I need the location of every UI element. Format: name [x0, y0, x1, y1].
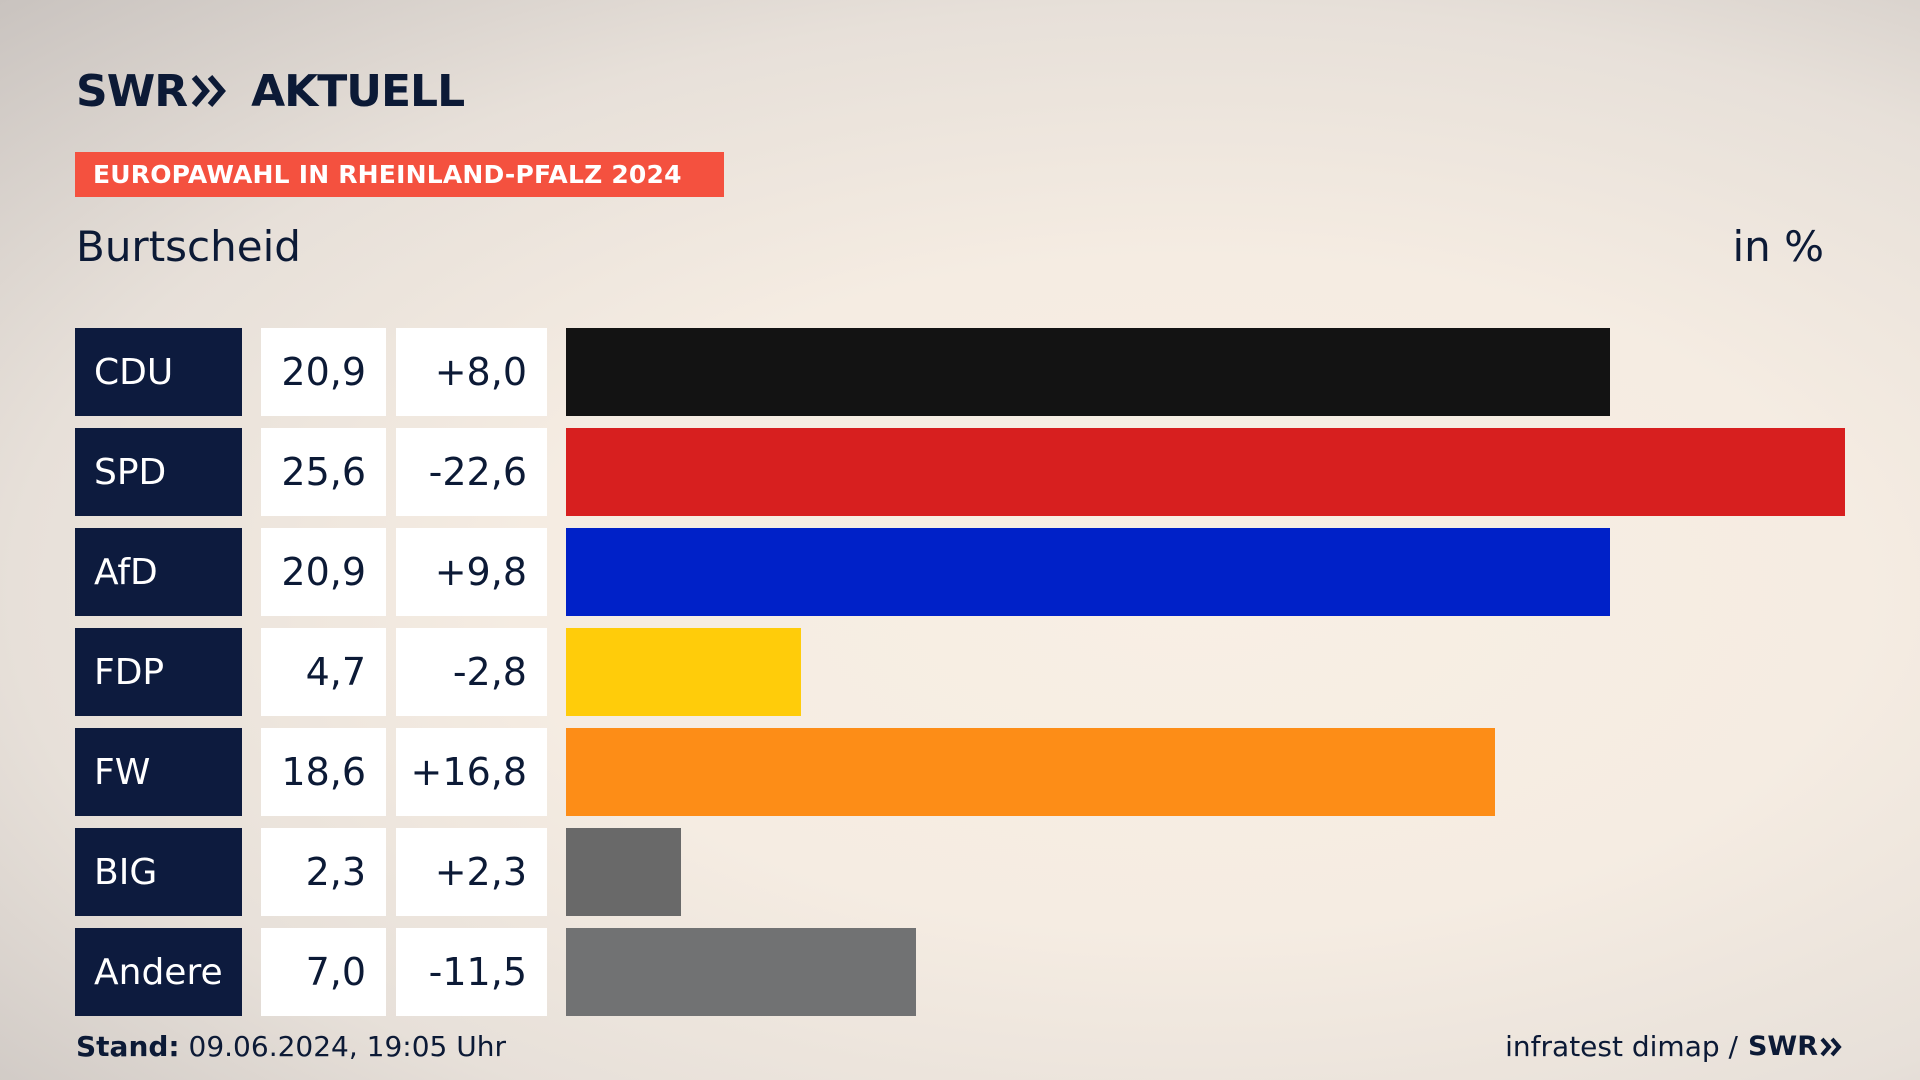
- change-value: -11,5: [396, 928, 547, 1016]
- change-value: -22,6: [396, 428, 547, 516]
- party-label: FW: [75, 728, 242, 816]
- share-value: 20,9: [261, 328, 386, 416]
- stand-label: Stand:: [76, 1030, 180, 1063]
- stand-value: 09.06.2024, 19:05 Uhr: [188, 1030, 506, 1063]
- timestamp: Stand: 09.06.2024, 19:05 Uhr: [76, 1030, 506, 1063]
- share-value: 7,0: [261, 928, 386, 1016]
- result-bar: [566, 528, 1610, 616]
- share-value: 18,6: [261, 728, 386, 816]
- change-value: +16,8: [396, 728, 547, 816]
- banner-text: EUROPAWAHL IN RHEINLAND-PFALZ 2024: [93, 160, 682, 189]
- source-credit: infratest dimap / SWR: [1505, 1030, 1844, 1063]
- logo-aktuell-text: AKTUELL: [251, 65, 465, 117]
- share-value: 20,9: [261, 528, 386, 616]
- result-bar: [566, 828, 681, 916]
- footer-brand: SWR: [1748, 1031, 1844, 1062]
- result-bar: [566, 728, 1495, 816]
- party-label: AfD: [75, 528, 242, 616]
- share-value: 4,7: [261, 628, 386, 716]
- result-bar: [566, 428, 1845, 516]
- party-label: SPD: [75, 428, 242, 516]
- swr-aktuell-logo: SWR AKTUELL: [76, 65, 465, 117]
- change-value: +9,8: [396, 528, 547, 616]
- unit-label: in %: [1732, 222, 1824, 271]
- party-label: FDP: [75, 628, 242, 716]
- source-text: infratest dimap /: [1505, 1030, 1738, 1063]
- chart-subtitle: Burtscheid: [76, 222, 301, 271]
- change-value: +2,3: [396, 828, 547, 916]
- result-bar: [566, 628, 801, 716]
- party-label: Andere: [75, 928, 242, 1016]
- result-bar: [566, 928, 916, 1016]
- logo-swr: SWR: [76, 66, 229, 117]
- change-value: +8,0: [396, 328, 547, 416]
- footer-brand-text: SWR: [1747, 1031, 1818, 1062]
- party-label: CDU: [75, 328, 242, 416]
- party-label: BIG: [75, 828, 242, 916]
- double-chevron-icon: [1820, 1037, 1842, 1056]
- change-value: -2,8: [396, 628, 547, 716]
- logo-swr-text: SWR: [76, 65, 188, 117]
- result-bar: [566, 328, 1610, 416]
- double-chevron-icon: [191, 75, 227, 107]
- election-banner: EUROPAWAHL IN RHEINLAND-PFALZ 2024: [75, 152, 724, 197]
- share-value: 2,3: [261, 828, 386, 916]
- share-value: 25,6: [261, 428, 386, 516]
